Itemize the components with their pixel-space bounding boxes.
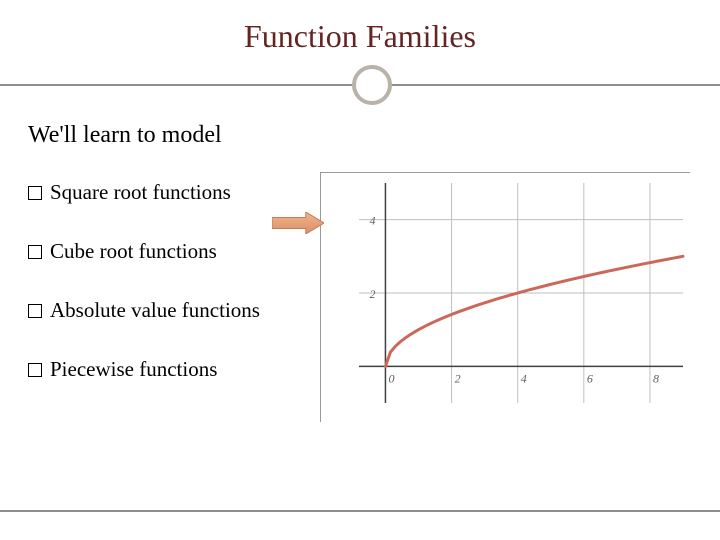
list-item: Absolute value functions xyxy=(28,298,260,323)
list-item-label: Absolute value functions xyxy=(50,298,260,323)
page-title: Function Families xyxy=(0,18,720,55)
list-item: Cube root functions xyxy=(28,239,260,264)
svg-text:8: 8 xyxy=(653,371,659,385)
square-bullet-icon xyxy=(28,186,42,200)
slide: Function Families We'll learn to model S… xyxy=(0,0,720,540)
list-item-label: Piecewise functions xyxy=(50,357,217,382)
divider-bottom xyxy=(0,510,720,512)
svg-text:6: 6 xyxy=(587,371,593,385)
circle-ornament xyxy=(352,65,392,105)
list-item: Piecewise functions xyxy=(28,357,260,382)
list-item-label: Square root functions xyxy=(50,180,231,205)
square-bullet-icon xyxy=(28,304,42,318)
square-bullet-icon xyxy=(28,245,42,259)
sqrt-chart: 0 2 4 6 8 2 4 xyxy=(320,172,690,422)
subtitle: We'll learn to model xyxy=(28,122,222,149)
svg-text:2: 2 xyxy=(455,371,461,385)
list-item-label: Cube root functions xyxy=(50,239,217,264)
list-item: Square root functions xyxy=(28,180,260,205)
title-area: Function Families xyxy=(0,0,720,55)
svg-text:2: 2 xyxy=(369,287,375,301)
svg-text:0: 0 xyxy=(388,371,394,385)
arrow-icon xyxy=(272,212,324,239)
square-bullet-icon xyxy=(28,363,42,377)
svg-text:4: 4 xyxy=(521,371,527,385)
svg-text:4: 4 xyxy=(369,214,375,228)
bullet-list: Square root functions Cube root function… xyxy=(28,180,260,416)
